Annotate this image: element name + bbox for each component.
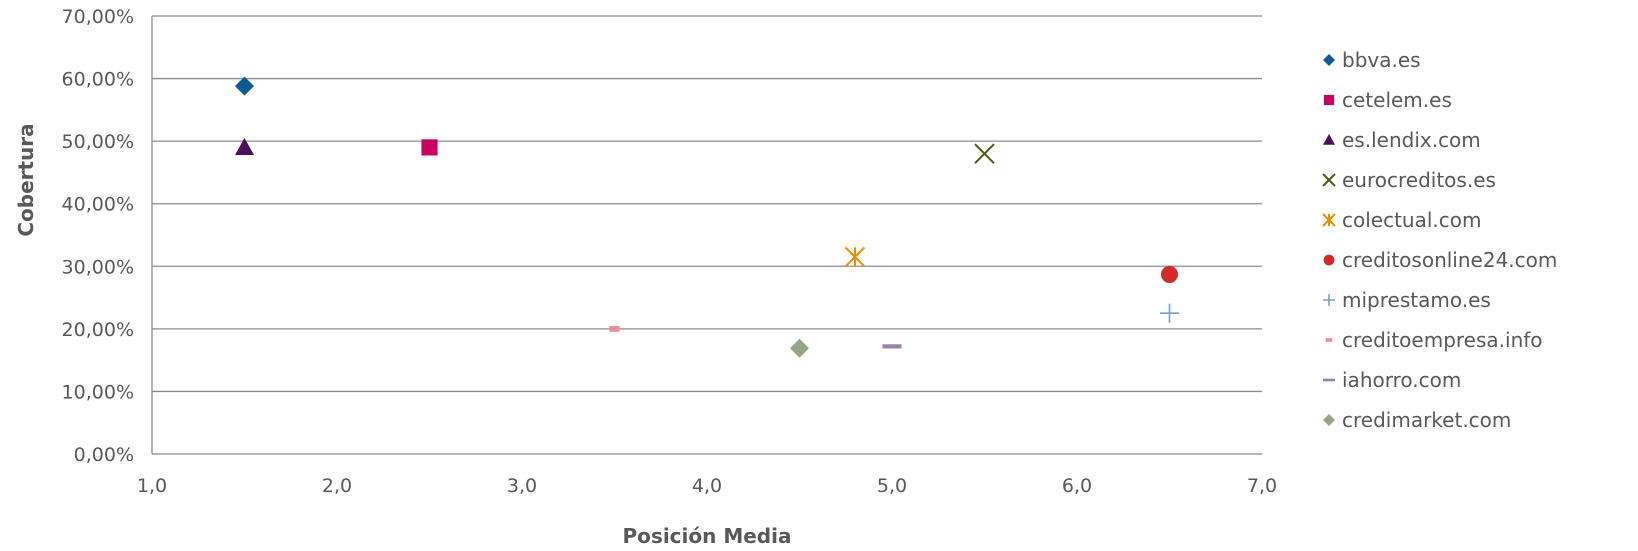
- legend-item-cetelem-es: cetelem.es: [1324, 88, 1452, 112]
- legend-item-creditosonline24-com: creditosonline24.com: [1324, 248, 1558, 272]
- y-tick-label: 70,00%: [62, 6, 134, 28]
- legend-label: cetelem.es: [1342, 88, 1452, 112]
- legend-label: iahorro.com: [1342, 368, 1461, 392]
- legend-marker: [1323, 54, 1335, 66]
- legend-marker: [1323, 294, 1335, 306]
- x-tick-label: 4,0: [692, 475, 722, 497]
- gridlines: [152, 16, 1262, 391]
- x-axis-title: Posición Media: [623, 524, 792, 548]
- legend-item-credimarket-com: credimarket.com: [1323, 408, 1511, 432]
- y-axis-ticks: 0,00% 10,00% 20,00% 30,00% 40,00% 50,00% 60,00…: [62, 6, 134, 466]
- point-bbva-es: [235, 77, 254, 96]
- y-tick-label: 40,00%: [62, 194, 134, 216]
- y-tick-label: 30,00%: [62, 256, 134, 278]
- legend-label: creditosonline24.com: [1342, 248, 1557, 272]
- point-cetelem-es: [421, 139, 437, 155]
- legend-item-eurocreditos-es: eurocreditos.es: [1323, 168, 1496, 192]
- point-creditosonline24-com: [1161, 266, 1178, 283]
- legend-label: colectual.com: [1342, 208, 1482, 232]
- point-credimarket-com: [790, 339, 809, 358]
- legend-item-colectual-com: colectual.com: [1323, 208, 1482, 232]
- point-iahorro-com: [883, 344, 902, 348]
- y-tick-label: 0,00%: [74, 444, 134, 466]
- point-creditoempresa-info: [609, 326, 619, 332]
- y-tick-label: 50,00%: [62, 131, 134, 153]
- point-miprestamo-es: [1160, 304, 1179, 323]
- x-axis-ticks: 1,0 2,0 3,0 4,0 5,0 6,0 7,0: [137, 475, 1277, 497]
- point-colectual-com: [846, 247, 865, 266]
- legend-label: miprestamo.es: [1342, 288, 1491, 312]
- legend-marker: [1323, 134, 1335, 145]
- x-tick-label: 6,0: [1062, 475, 1092, 497]
- legend-label: credimarket.com: [1342, 408, 1511, 432]
- x-tick-label: 1,0: [137, 475, 167, 497]
- legend-label: es.lendix.com: [1342, 128, 1481, 152]
- legend-label: creditoempresa.info: [1342, 328, 1543, 352]
- legend-marker: [1324, 255, 1335, 266]
- legend-item-bbva-es: bbva.es: [1323, 48, 1421, 72]
- y-tick-label: 10,00%: [62, 381, 134, 403]
- point-eurocreditos-es: [975, 144, 994, 163]
- legend: bbva.es cetelem.es es.lendix.com eurocredit…: [1323, 48, 1557, 432]
- legend-marker: [1323, 174, 1335, 186]
- legend-marker: [1323, 379, 1335, 382]
- legend-item-iahorro-com: iahorro.com: [1323, 368, 1461, 392]
- y-axis-title: Cobertura: [14, 123, 38, 236]
- legend-label: bbva.es: [1342, 48, 1421, 72]
- point-es-lendix-com: [235, 138, 254, 155]
- y-tick-label: 20,00%: [62, 319, 134, 341]
- x-tick-label: 7,0: [1247, 475, 1277, 497]
- y-tick-label: 60,00%: [62, 69, 134, 91]
- legend-marker: [1323, 414, 1335, 426]
- legend-item-miprestamo-es: miprestamo.es: [1323, 288, 1491, 312]
- legend-marker: [1323, 214, 1335, 226]
- legend-marker: [1324, 95, 1334, 105]
- axes: [152, 16, 1262, 454]
- legend-marker: [1326, 338, 1333, 342]
- x-tick-label: 2,0: [322, 475, 352, 497]
- data-points: [235, 77, 1179, 358]
- x-tick-label: 3,0: [507, 475, 537, 497]
- legend-item-creditoempresa-info: creditoempresa.info: [1326, 328, 1543, 352]
- legend-label: eurocreditos.es: [1342, 168, 1496, 192]
- legend-item-es-lendix-com: es.lendix.com: [1323, 128, 1481, 152]
- x-tick-label: 5,0: [877, 475, 907, 497]
